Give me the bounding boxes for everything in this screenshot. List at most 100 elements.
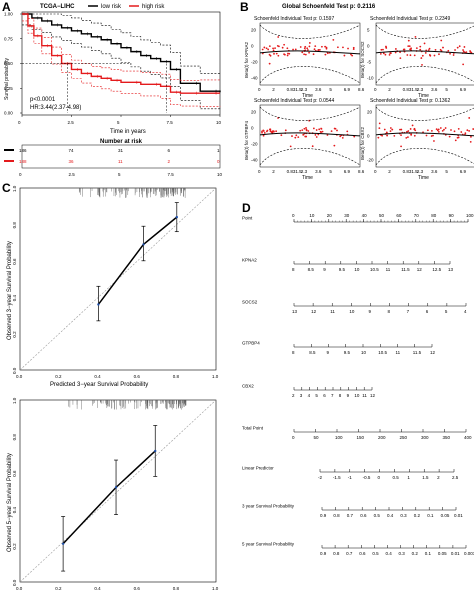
schoenfeld-residual-point <box>409 128 412 130</box>
schoenfeld-residual-point <box>281 46 284 49</box>
schoenfeld-frame <box>375 22 474 86</box>
nomogram-tick-label: 80 <box>431 213 437 218</box>
schoenfeld-residual-point <box>378 127 381 130</box>
schoenfeld-xtick: 6.9 <box>460 87 467 92</box>
nomogram-tick-label: 50 <box>379 213 385 218</box>
nomogram-row-label: Linear Predictor <box>242 466 274 471</box>
schoenfeld-residual-point <box>433 54 436 57</box>
risk-cell: 31 <box>118 148 124 153</box>
nomogram-tick-label: 9.5 <box>339 267 346 272</box>
schoenfeld-residual-point <box>409 48 411 51</box>
schoenfeld-residual-point <box>304 53 307 56</box>
schoenfeld-xtick: 0 <box>258 87 261 92</box>
nomogram-tick-label: 400 <box>464 435 472 440</box>
nomogram-tick-label: 12 <box>417 267 423 272</box>
nomogram-tick-label: 13 <box>448 267 454 272</box>
nomogram-tick-label: 0 <box>378 475 381 480</box>
nomogram-tick-label: 5 <box>315 393 318 398</box>
schoenfeld-xtick: 8.6 <box>358 169 365 174</box>
nomogram-tick-label: 8 <box>292 267 295 272</box>
km-ci-upper-low <box>22 13 221 75</box>
schoenfeld-residual-point <box>419 45 422 48</box>
schoenfeld-residual-point <box>291 135 293 137</box>
schoenfeld-xtick: 8.6 <box>358 87 365 92</box>
nomogram-tick-label: 0.5 <box>372 551 379 556</box>
km-xtick-label: 2.5 <box>68 120 75 125</box>
schoenfeld-residual-point <box>353 135 356 138</box>
nomogram-row-label: GTPBP4 <box>242 341 260 346</box>
schoenfeld-residual-point <box>261 48 264 51</box>
nomogram-tick-label: 60 <box>396 213 402 218</box>
schoenfeld-residual-point <box>380 48 383 51</box>
schoenfeld-residual-point <box>277 36 280 38</box>
schoenfeld-xtick: 3.6 <box>431 169 438 174</box>
nomogram-tick-label: 0.6 <box>360 513 367 518</box>
schoenfeld-residual-point <box>443 128 445 131</box>
nomogram-row-label: Point <box>242 216 253 221</box>
schoenfeld-residual-point <box>428 47 431 50</box>
km-curve-high <box>22 13 220 94</box>
schoenfeld-residual-point <box>391 128 394 131</box>
risk-table-frame <box>21 144 221 169</box>
schoenfeld-residual-point <box>421 64 423 66</box>
schoenfeld-residual-point <box>419 48 422 51</box>
nomogram-tick-label: -1.5 <box>333 475 341 480</box>
nomogram-tick-label: 1 <box>407 475 410 480</box>
schoenfeld-residual-point <box>435 128 438 130</box>
schoenfeld-residual-point <box>403 48 406 51</box>
risk-xtick-label: 5 <box>118 172 121 177</box>
schoenfeld-residual-point <box>389 127 392 129</box>
nomogram-tick-label: 50 <box>314 435 320 440</box>
schoenfeld-residual-point <box>307 130 310 132</box>
nomogram-tick-label: 0.05 <box>438 551 447 556</box>
nomogram-tick-label: 350 <box>443 435 451 440</box>
schoenfeld-residual-point <box>320 131 322 134</box>
km-ytick-label: 0.50 <box>4 61 13 66</box>
nomogram-tick-label: 0.3 <box>399 551 406 556</box>
nomogram-tick-label: 0.001 <box>464 551 474 556</box>
schoenfeld-residual-point <box>438 53 440 56</box>
calibration-xtick: 0.2 <box>55 374 62 379</box>
schoenfeld-residual-point <box>414 35 417 38</box>
nomogram-tick-label: 6 <box>323 393 326 398</box>
schoenfeld-ytick: 20 <box>367 110 373 115</box>
nomogram-tick-label: 8 <box>339 393 342 398</box>
schoenfeld-residual-point <box>286 54 289 57</box>
schoenfeld-residual-point <box>437 128 440 131</box>
schoenfeld-residual-point <box>265 47 268 50</box>
nomogram-tick-label: 100 <box>466 213 474 218</box>
schoenfeld-residual-point <box>336 129 338 132</box>
nomogram-tick-label: 90 <box>449 213 455 218</box>
schoenfeld-subtitle: Schoenfeld Individual Test p: 0.0544 <box>254 98 334 104</box>
nomogram-tick-label: 10.5 <box>370 267 379 272</box>
schoenfeld-residual-point <box>272 47 274 50</box>
nomogram-tick-label: 70 <box>414 213 420 218</box>
schoenfeld-residual-point <box>382 48 384 51</box>
schoenfeld-residual-point <box>462 50 465 53</box>
schoenfeld-residual-point <box>302 134 305 136</box>
schoenfeld-residual-point <box>462 63 465 66</box>
calibration-ytick: 0.4 <box>12 294 17 301</box>
calibration-ytick: 0.2 <box>12 543 17 550</box>
nomogram-tick-label: 7 <box>407 309 410 314</box>
schoenfeld-residual-point <box>352 46 355 49</box>
schoenfeld-residual-point <box>470 135 472 138</box>
schoenfeld-residual-point <box>326 134 329 136</box>
schoenfeld-residual-point <box>266 129 269 132</box>
risk-cell: 186 <box>19 148 27 153</box>
schoenfeld-ytick: -40 <box>251 158 258 163</box>
schoenfeld-subtitle: Schoenfeld Individual Test p: 0.2349 <box>370 16 450 22</box>
calibration-ytick: 0.6 <box>12 258 17 265</box>
km-ci-lower-high <box>22 20 221 107</box>
nomogram-row-label: CBX2 <box>242 384 254 389</box>
calibration-xtick: 0.6 <box>134 374 141 379</box>
schoenfeld-upper-band <box>259 106 361 121</box>
schoenfeld-residual-point <box>423 42 426 45</box>
schoenfeld-residual-point <box>303 53 306 56</box>
schoenfeld-residual-point <box>351 54 354 57</box>
calibration-point <box>142 243 145 246</box>
schoenfeld-residual-point <box>440 39 443 42</box>
schoenfeld-upper-band <box>375 106 474 121</box>
nomogram-tick-label: 0.9 <box>320 513 327 518</box>
schoenfeld-residual-point <box>262 134 265 137</box>
